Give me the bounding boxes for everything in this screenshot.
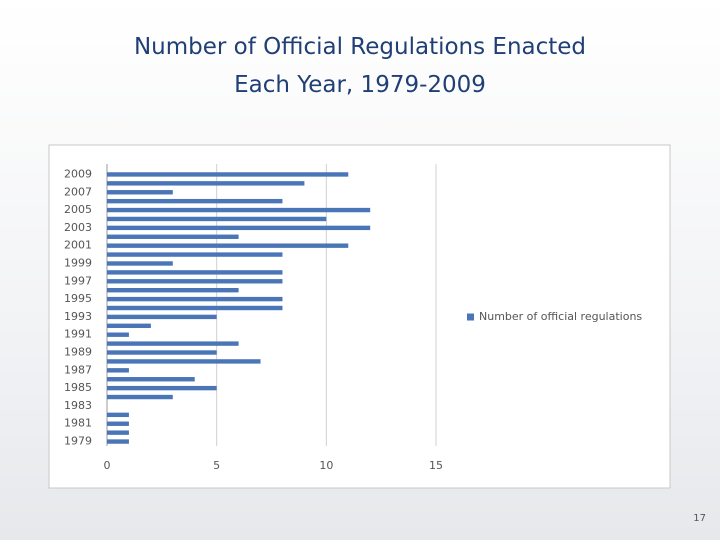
y-tick-label: 1985 [64,381,92,394]
y-tick-label: 1981 [64,417,92,430]
legend-label: Number of official regulations [479,310,642,323]
bar [107,421,129,426]
y-tick-label: 1983 [64,399,92,412]
bar [107,314,217,320]
bar [107,412,129,418]
bar [107,439,129,444]
legend-swatch [467,313,474,321]
bar [107,287,239,293]
bar [107,296,283,302]
y-tick-label: 2007 [64,185,92,198]
x-tick-label: 0 [104,459,111,472]
bar [107,261,173,266]
y-tick-label: 1993 [64,310,92,323]
title-line: Number of Official Regulations Enacted [133,34,587,60]
y-tick-label: 2005 [64,203,92,216]
bar [107,323,151,329]
bar [107,172,349,177]
bar [107,332,129,337]
y-tick-label: 1979 [64,435,92,448]
bar [107,394,173,400]
bar [107,225,371,231]
bar [107,377,195,382]
y-tick-label: 1987 [64,363,92,376]
y-tick-label: 2009 [64,167,92,180]
y-tick-label: 2001 [64,239,92,252]
bar [107,350,217,355]
bar [107,279,283,284]
bar [107,385,217,391]
title-line: Each Year, 1979-2009 [234,72,486,98]
bar [107,252,283,257]
bar [107,430,129,435]
bar [107,198,283,204]
bar [107,270,283,275]
y-tick-label: 1989 [64,346,92,359]
y-tick-label: 1999 [64,256,92,269]
bar [107,341,239,346]
x-tick-label: 5 [213,459,220,472]
bar [107,305,283,311]
y-tick-label: 1995 [64,292,92,305]
bar [107,216,327,222]
bar [107,181,305,186]
y-tick-label: 1997 [64,274,92,287]
bar [107,190,173,195]
y-tick-label: 1991 [64,328,92,341]
x-tick-label: 10 [319,459,333,472]
x-tick-label: 15 [429,459,443,472]
bar [107,243,349,248]
y-tick-label: 2003 [64,221,92,234]
page-number: 17 [693,513,706,524]
bar [107,207,371,213]
bar [107,359,261,364]
bar [107,368,129,373]
bar [107,234,239,239]
